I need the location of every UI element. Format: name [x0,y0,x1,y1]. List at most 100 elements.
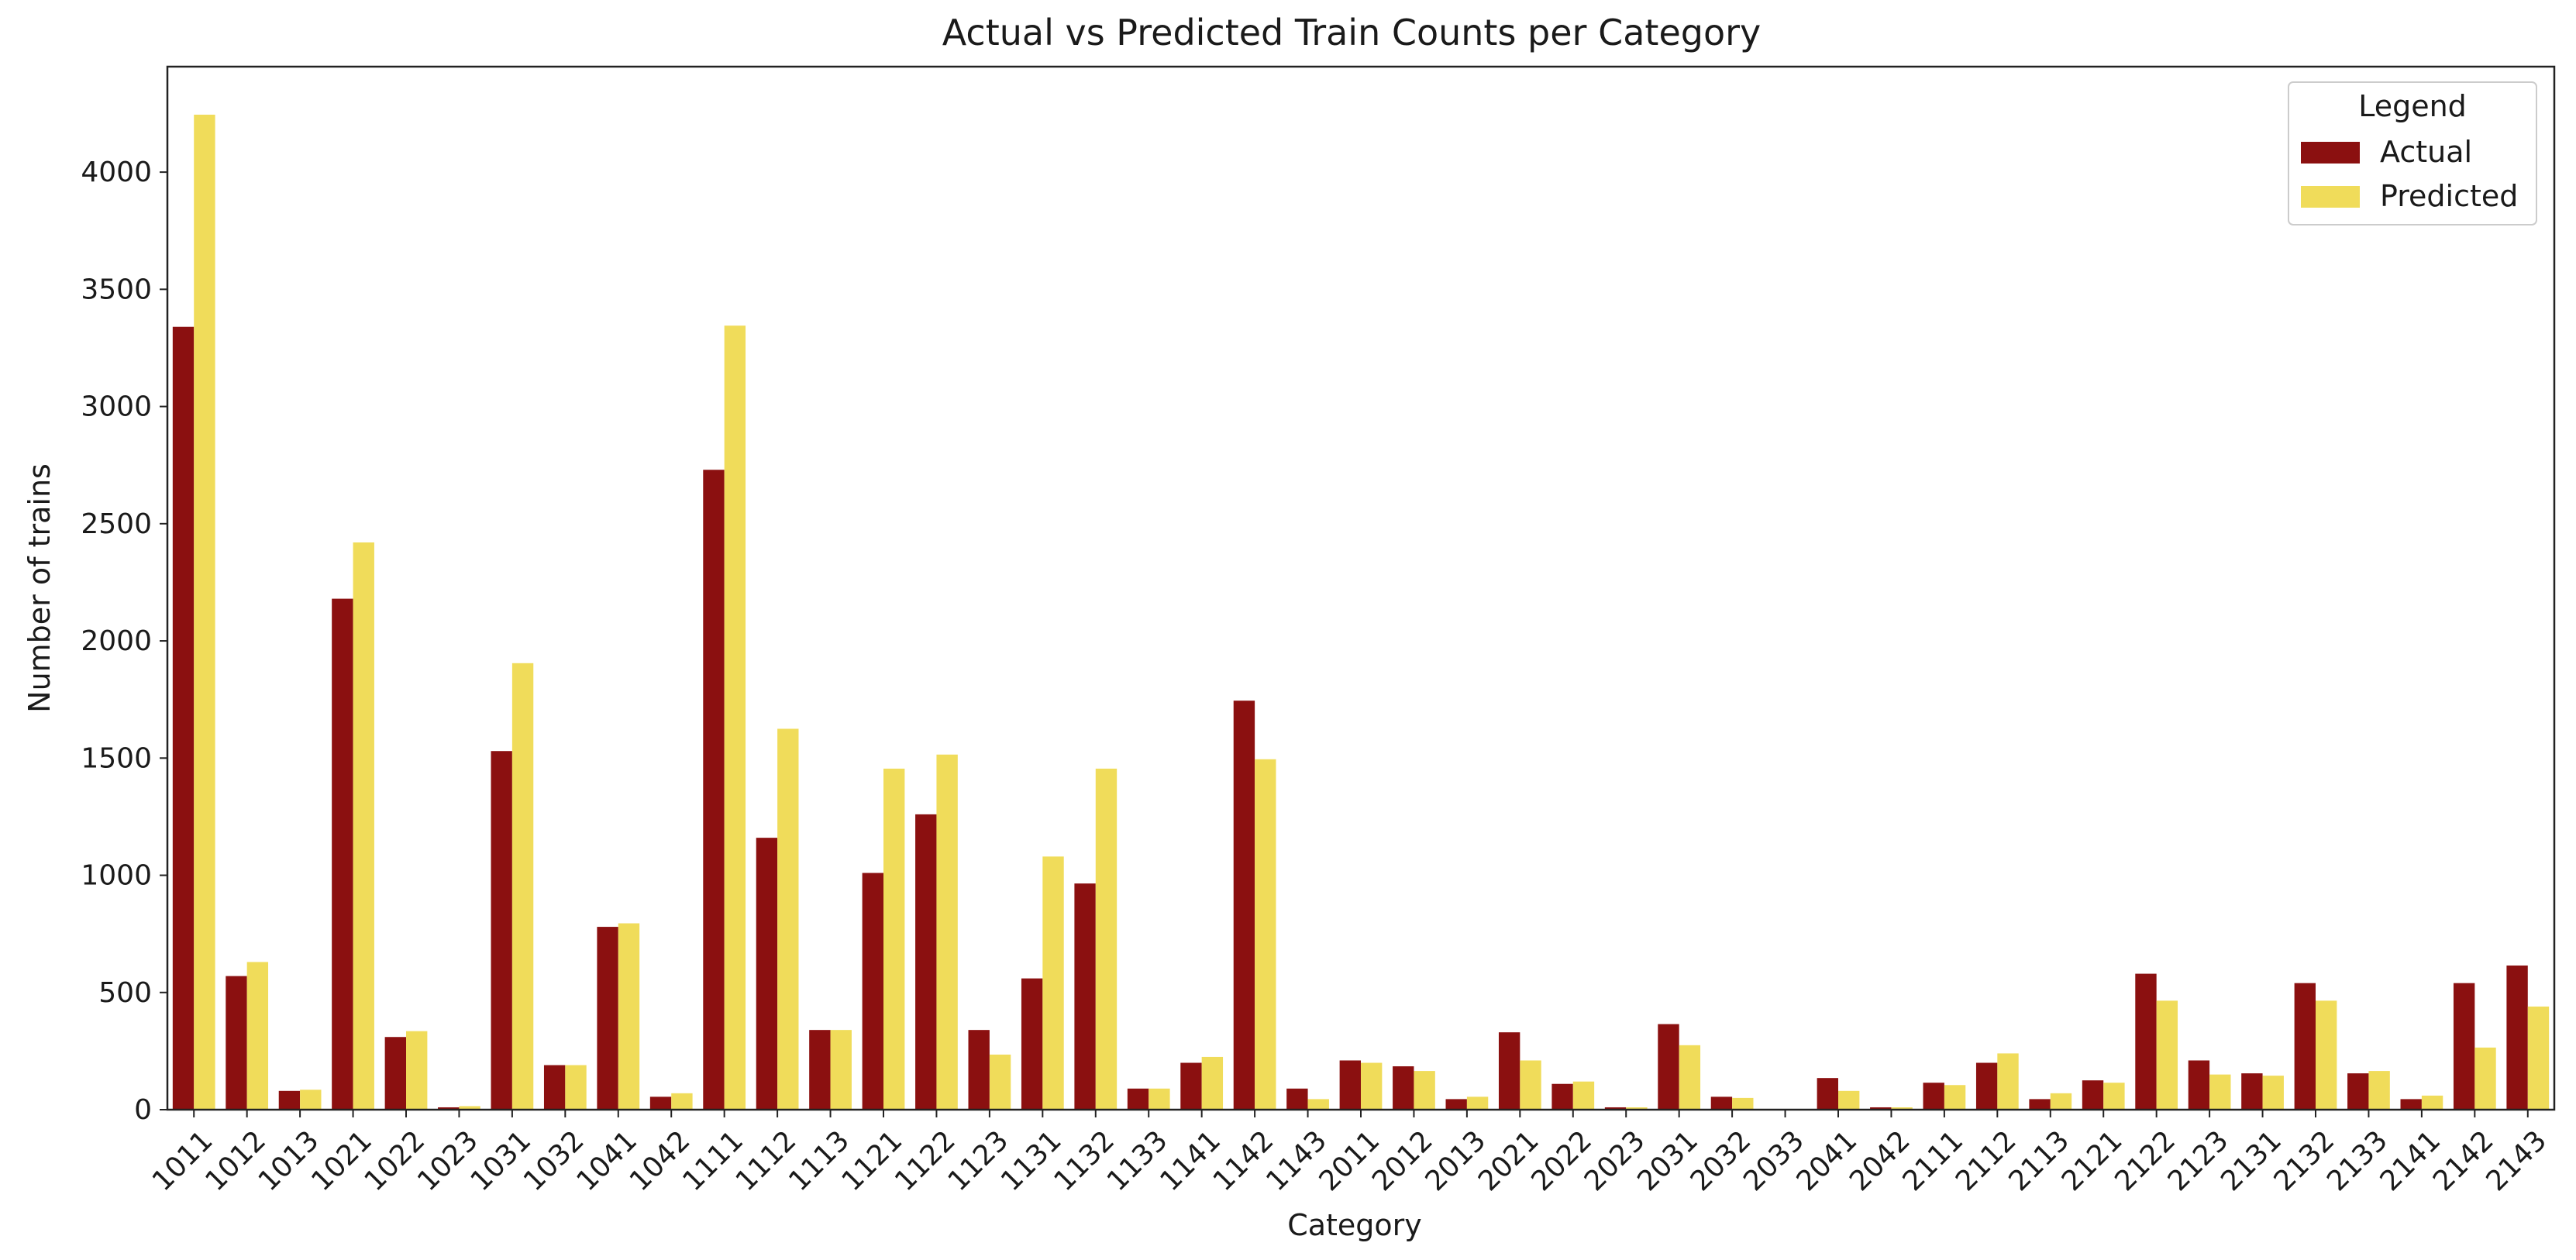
x-tick-label: 1042 [624,1124,697,1197]
bar-predicted-1022 [406,1031,428,1110]
bar-predicted-1131 [1042,856,1064,1110]
bar-predicted-2132 [2316,1000,2337,1110]
bar-predicted-2032 [1732,1097,1754,1110]
x-tick-label: 2011 [1314,1124,1386,1197]
bar-actual-2143 [2506,965,2528,1110]
bar-predicted-1122 [936,754,958,1110]
bar-predicted-1042 [671,1093,693,1110]
bar-predicted-2012 [1414,1071,1435,1110]
bar-predicted-2123 [2209,1074,2231,1110]
bar-predicted-2131 [2262,1076,2284,1110]
bar-actual-1131 [1021,978,1043,1110]
x-tick-label: 1123 [942,1124,1015,1197]
bar-actual-1142 [1233,701,1255,1110]
x-tick-label: 2023 [1579,1124,1651,1197]
x-tick-label: 2042 [1844,1124,1917,1197]
y-tick-label: 4000 [81,157,152,188]
bar-predicted-1041 [618,923,640,1110]
bar-predicted-2143 [2527,1006,2550,1110]
legend-swatch-actual [2301,142,2360,164]
bar-predicted-1112 [777,728,799,1110]
bar-actual-1013 [278,1090,301,1110]
bar-predicted-1111 [724,325,746,1110]
bar-actual-1112 [756,838,778,1110]
bar-actual-2013 [1445,1099,1467,1110]
legend: Legend Actual Predicted [2288,81,2537,225]
bar-predicted-2023 [1626,1107,1648,1110]
bar-predicted-2111 [1944,1085,1966,1110]
bar-predicted-1113 [830,1030,852,1110]
x-tick-label: 2012 [1366,1124,1439,1197]
bar-actual-2123 [2188,1060,2210,1110]
y-tick-label: 3000 [81,391,152,423]
x-tick-label: 1032 [518,1124,591,1197]
bar-actual-2031 [1658,1024,1679,1110]
x-tick-label: 2013 [1420,1124,1493,1197]
bar-actual-2133 [2347,1073,2369,1110]
x-tick-label: 1131 [995,1124,1068,1197]
bar-actual-2032 [1710,1096,1733,1110]
bar-actual-2112 [1975,1062,1998,1110]
plot-frame [166,65,2556,1111]
x-tick-label: 2133 [2321,1124,2394,1197]
bar-actual-2042 [1870,1107,1892,1110]
x-tick-label: 2032 [1685,1124,1758,1197]
x-tick-label: 2041 [1791,1124,1864,1197]
bar-actual-2113 [2029,1099,2051,1110]
x-tick-label: 1041 [570,1124,643,1197]
bar-actual-2131 [2241,1073,2263,1110]
bar-predicted-2021 [1520,1060,1541,1110]
bar-predicted-2113 [2050,1093,2072,1110]
x-tick-label: 1141 [1154,1124,1227,1197]
x-axis-label: Category [1287,1208,1422,1242]
x-tick-label: 1133 [1101,1124,1174,1197]
bar-predicted-1142 [1255,759,1276,1110]
x-tick-label: 2143 [2480,1124,2553,1197]
bar-predicted-1013 [300,1090,322,1110]
x-tick-label: 1143 [1260,1124,1333,1197]
bar-actual-2122 [2135,973,2157,1110]
y-axis-label: Number of trains [22,463,57,713]
y-tick-label: 3500 [81,274,152,305]
x-tick-label: 2111 [1897,1124,1970,1197]
x-tick-label: 2132 [2268,1124,2341,1197]
x-tick-label: 1122 [889,1124,962,1197]
x-tick-label: 1111 [677,1124,749,1197]
bar-actual-1113 [809,1030,831,1110]
x-tick-label: 1022 [359,1124,432,1197]
y-tick-label: 500 [98,977,152,1009]
bar-actual-2012 [1393,1066,1414,1110]
bar-predicted-2042 [1891,1107,1913,1110]
bar-predicted-1123 [989,1054,1011,1110]
bar-predicted-2013 [1466,1096,1489,1110]
bar-actual-2132 [2294,983,2316,1110]
bar-predicted-2141 [2421,1095,2443,1110]
bar-actual-2141 [2400,1099,2422,1110]
bar-predicted-1141 [1201,1056,1224,1110]
bar-predicted-1132 [1095,768,1118,1110]
bar-actual-2021 [1498,1032,1520,1110]
bar-predicted-2142 [2474,1047,2496,1110]
x-tick-label: 2142 [2427,1124,2500,1197]
bar-actual-2041 [1817,1078,1838,1110]
x-tick-label: 2021 [1472,1124,1545,1197]
bar-predicted-2031 [1679,1045,1701,1110]
bar-actual-2022 [1551,1083,1573,1110]
bar-actual-1133 [1127,1088,1149,1110]
bar-actual-1121 [862,873,883,1110]
x-tick-label: 1113 [783,1124,856,1197]
bar-actual-1023 [438,1107,460,1110]
x-tick-label: 1132 [1048,1124,1121,1197]
bar-predicted-1021 [353,542,374,1110]
bars-layer [172,115,2550,1110]
x-tick-label: 1121 [836,1124,909,1197]
bar-predicted-2011 [1361,1062,1383,1110]
x-tick-label: 2113 [2003,1124,2075,1197]
bar-actual-1141 [1180,1062,1202,1110]
x-tick-label: 2031 [1631,1124,1704,1197]
bar-actual-1011 [172,326,195,1110]
bar-predicted-2133 [2368,1071,2390,1110]
bar-actual-1031 [491,751,512,1110]
bar-actual-1132 [1074,883,1096,1110]
y-tick-label: 2500 [81,508,152,540]
